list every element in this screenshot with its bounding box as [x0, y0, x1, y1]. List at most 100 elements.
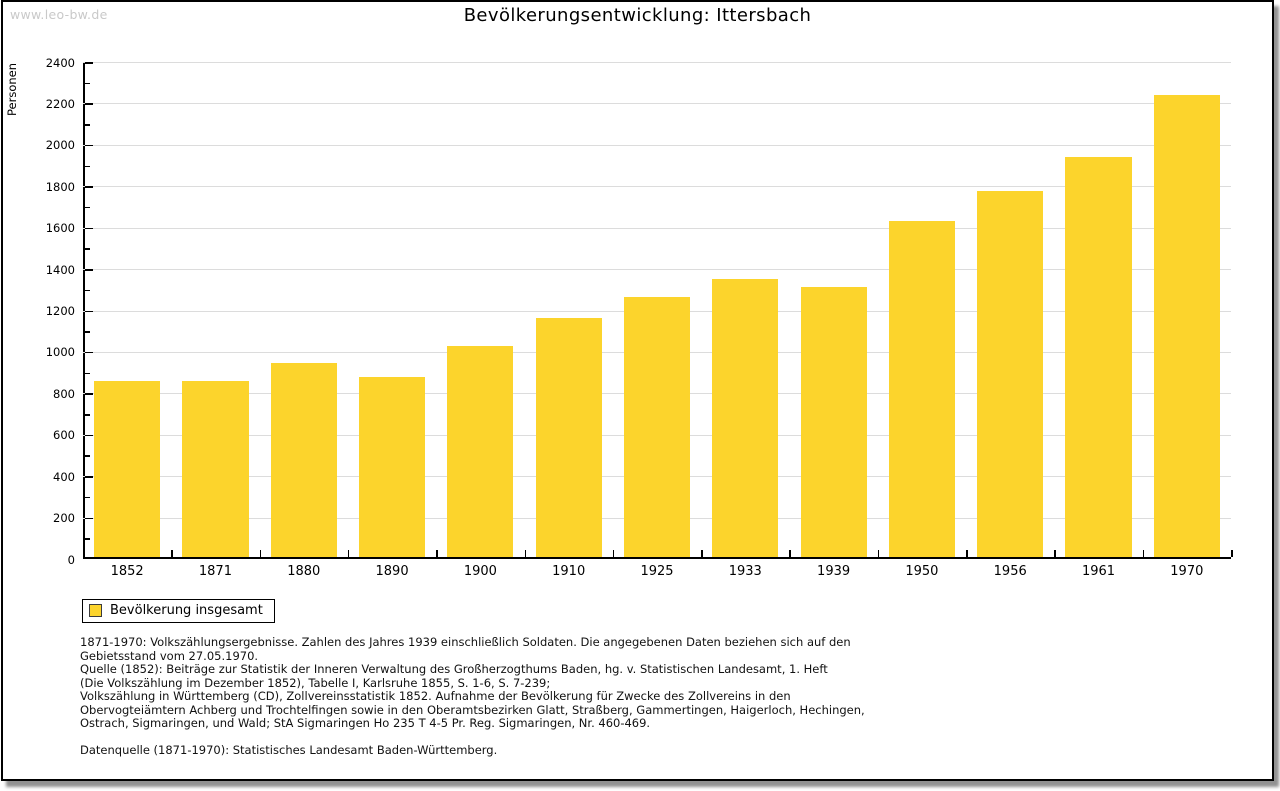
x-tick — [524, 550, 527, 557]
bar-1852 — [94, 380, 161, 557]
x-tick — [877, 550, 880, 557]
y-tick-label: 1000 — [45, 345, 75, 360]
x-tick-label: 1970 — [1170, 564, 1204, 579]
x-tick — [83, 550, 85, 557]
x-tick-label: 1910 — [552, 564, 586, 579]
x-tick — [1054, 550, 1056, 557]
legend-label: Bevölkerung insgesamt — [110, 603, 263, 618]
y-minor-tick — [85, 206, 90, 209]
y-minor-tick — [85, 414, 90, 416]
source-note-line: (Die Volkszählung im Dezember 1852), Tab… — [80, 675, 551, 690]
x-tick-label: 1890 — [375, 564, 409, 579]
y-tick-label: 600 — [53, 428, 75, 443]
y-minor-tick — [85, 165, 90, 168]
source-note-line: Volkszählung in Württemberg (CD), Zollve… — [80, 689, 791, 703]
x-tick — [347, 550, 350, 557]
y-tick-label: 2400 — [45, 55, 75, 70]
source-note-spacer — [80, 731, 1240, 745]
y-tick-label: 0 — [67, 552, 75, 567]
watermark-url: www.leo-bw.de — [10, 7, 108, 22]
y-axis-labels: 0 200 400 600 800 1000 1200 1400 1600 1800 2000 220… — [29, 56, 77, 567]
y-tick-label: 1600 — [45, 221, 75, 236]
y-tick-label: 400 — [53, 469, 75, 484]
x-tick-label: 1933 — [728, 564, 762, 579]
y-minor-tick — [85, 455, 90, 457]
x-tick — [789, 550, 791, 557]
x-tick — [612, 550, 615, 557]
source-note-line: Quelle (1852): Beiträge zur Statistik de… — [80, 662, 828, 676]
source-note-line: Obervogteiämtern Achberg und Trochtelfin… — [80, 702, 865, 717]
x-tick-label: 1871 — [198, 564, 232, 579]
y-minor-tick — [85, 124, 90, 126]
bar-1890 — [358, 376, 426, 557]
y-tick-label: 2200 — [45, 96, 75, 111]
y-tick-label: 1400 — [45, 262, 75, 277]
x-tick-label: 1956 — [993, 564, 1027, 579]
y-major-tick — [85, 517, 93, 520]
gridline — [83, 227, 1231, 229]
bar-1939 — [800, 286, 867, 557]
y-major-tick — [85, 476, 93, 478]
bar-1970 — [1153, 95, 1220, 557]
y-minor-tick — [85, 82, 90, 85]
x-tick-label: 1852 — [110, 564, 144, 579]
y-axis-title: Personen — [5, 62, 19, 116]
y-major-tick — [85, 310, 93, 312]
y-minor-tick — [85, 289, 90, 292]
gridline — [83, 62, 1231, 63]
x-tick-label: 1950 — [905, 564, 939, 579]
y-minor-tick — [85, 331, 90, 333]
y-major-tick — [85, 186, 93, 188]
x-tick — [1142, 550, 1145, 557]
x-tick — [966, 550, 968, 557]
y-major-tick — [85, 144, 93, 147]
y-minor-tick — [85, 538, 90, 540]
x-tick-label: 1961 — [1081, 564, 1116, 579]
y-minor-tick — [85, 496, 90, 499]
x-tick-label: 1880 — [287, 564, 321, 579]
y-minor-tick — [85, 372, 90, 375]
x-tick-label: 1939 — [817, 564, 851, 579]
y-major-tick — [85, 227, 93, 230]
y-major-tick — [85, 434, 93, 437]
bar-1961 — [1065, 157, 1132, 557]
bar-1950 — [888, 221, 956, 557]
x-tick — [259, 550, 262, 557]
source-note-line: Datenquelle (1871-1970): Statistisches L… — [80, 743, 498, 757]
plot-area — [83, 62, 1233, 559]
gridline — [83, 144, 1231, 146]
bar-1880 — [270, 363, 337, 557]
source-note-line: 1871-1970: Volkszählungsergebnisse. Zahl… — [80, 635, 851, 649]
legend-box: Bevölkerung insgesamt — [82, 599, 275, 623]
bar-1933 — [712, 279, 779, 557]
page-title: Bevölkerungsentwicklung: Ittersbach — [463, 5, 812, 26]
bar-1925 — [623, 297, 691, 557]
y-major-tick — [85, 351, 93, 354]
y-tick-label: 200 — [53, 511, 75, 526]
gridline — [83, 103, 1231, 105]
bar-1910 — [535, 317, 602, 557]
y-major-tick — [85, 269, 93, 271]
source-notes: 1871-1970: Volkszählungsergebnisse. Zahl… — [80, 635, 1240, 758]
gridline — [83, 186, 1231, 188]
x-tick — [436, 550, 438, 557]
source-note-line: Ostrach, Sigmaringen, und Wald; StA Sigm… — [80, 716, 651, 730]
x-tick — [1231, 550, 1233, 557]
y-major-tick — [85, 62, 93, 64]
y-tick-label: 800 — [53, 386, 75, 401]
y-tick-label: 2000 — [45, 138, 75, 153]
x-tick — [171, 550, 173, 557]
y-major-tick — [85, 393, 93, 395]
bar-1900 — [447, 345, 514, 557]
y-major-tick — [85, 103, 93, 105]
y-minor-tick — [85, 248, 90, 250]
y-tick-label: 1200 — [45, 304, 75, 318]
y-tick-label: 1800 — [45, 179, 75, 194]
legend-color-swatch — [89, 604, 102, 617]
gridline — [83, 269, 1231, 271]
source-note-line: Gebietsstand vom 27.05.1970. — [80, 648, 259, 663]
bar-1871 — [182, 380, 249, 557]
x-axis-line — [83, 557, 1231, 559]
x-tick — [701, 550, 703, 557]
